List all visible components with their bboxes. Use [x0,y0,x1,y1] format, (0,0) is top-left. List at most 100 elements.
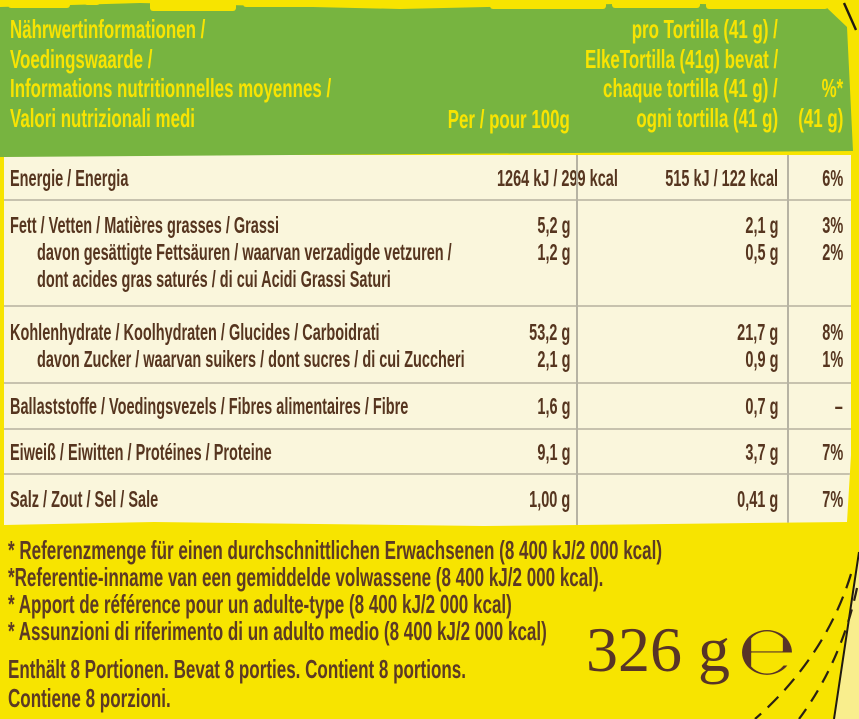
nutrient-label-line-text: Energie / Energia [10,165,129,191]
nutrient-label-line-text: davon Zucker / waarvan suikers / dont su… [37,346,465,372]
per-100g-value: 1,00 g [426,486,570,513]
nutrient-label-line: Salz / Zout / Sel / Sale [10,486,426,513]
nutrition-title-line: Nährwertinformationen / [10,14,504,45]
per-tortilla-header-line: ElkeTortilla (41g) bevat / [481,44,778,75]
footnote-line-text: * Assunzioni di riferimento di un adulto… [8,616,547,646]
footnote-line: * Referenzmenge für einen durchschnittli… [8,537,859,564]
per-tortilla-header-line: ogni tortilla (41 g) [481,103,778,134]
table-row: Kohlenhydrate / Koolhydraten / Glucides … [4,305,851,382]
table-row: Eiweiß / Eiwitten / Protéines / Proteine… [4,428,851,473]
nutrition-title-line: Informations nutritionnelles moyennes / [10,73,504,104]
per-tortilla-value-cell: 21,7 g 0,9 g [576,319,787,382]
nutrient-label-line-text: dont acides gras saturés / di cui Acidi … [37,266,391,292]
nutrient-label-line: Energie / Energia [10,165,426,192]
table-row: Energie / Energia 1264 kJ / 299 kcal 515 k… [4,157,851,199]
per-tortilla-value: 0,5 g [576,239,778,266]
footnote-line: * Apport de référence pour un adulte-typ… [8,591,859,618]
per-100g-value-cell: 9,1 g [426,439,576,473]
per-100g-value-text: 53,2 g [528,319,570,345]
nutrition-title-line-text: Valori nutrizionali medi [10,102,195,133]
percent-ri-value-cell: 7% [787,486,851,526]
footnote-line: * Assunzioni di riferimento di un adulto… [8,618,859,645]
table-row: Fett / Vetten / Matières grasses / Grass… [4,199,851,305]
per-tortilla-header-line: pro Tortilla (41 g) / [481,14,778,45]
servings-line-text: Contiene 8 porzioni. [8,682,171,713]
nutrient-label-cell: Kohlenhydrate / Koolhydraten / Glucides … [4,319,465,382]
nutrition-header-banner: Nährwertinformationen / Voedingswaarde / I… [0,3,853,157]
percent-ri-value-text: 6% [822,165,843,191]
net-weight: 326 g ℮ [586,614,796,686]
per-100g-value-text: 1,2 g [536,239,570,265]
per-tortilla-value-text: 21,7 g [736,319,778,345]
percent-ri-value-text: – [834,393,843,419]
percent-ri-value-cell: – [787,393,851,428]
nutrient-label-cell: Eiweiß / Eiwitten / Protéines / Proteine [4,439,426,473]
nutrition-title-line-text: Informations nutritionnelles moyennes / [10,73,332,103]
percent-ri-column-header: %* (41 g) [774,73,843,133]
per-tortilla-value-text: 2,1 g [744,212,778,238]
table-row: Ballaststoffe / Voedingsvezels / Fibres … [4,382,851,428]
percent-ri-value: 1% [787,346,843,373]
net-weight-value: 326 g [586,614,730,685]
nutrient-label-line-text: Eiweiß / Eiwitten / Protéines / Proteine [10,439,272,465]
reference-intake-footnotes: * Referenzmenge für einen durchschnittli… [8,537,859,645]
per-100g-value-text: 2,1 g [536,346,570,372]
estimated-sign-icon: ℮ [738,612,797,691]
per-100g-value-cell: 5,2 g 1,2 g [426,212,576,305]
percent-ri-value-text: 2% [822,239,843,265]
per-100g-value: 1264 kJ / 299 kcal [426,165,618,192]
per-tortilla-header-line-text: chaque tortilla (41 g) / [603,73,778,103]
nutrient-label-line-text: Salz / Zout / Sel / Sale [10,486,159,512]
nutrient-label-cell: Fett / Vetten / Matières grasses / Grass… [4,212,452,305]
column-divider [576,155,578,526]
footnote-line-text: * Referenzmenge für einen durchschnittli… [8,535,663,565]
nutrition-title-line-text: Voedingswaarde / [10,43,153,74]
nutrient-label-line-text: Kohlenhydrate / Koolhydraten / Glucides … [10,319,380,345]
per-100g-value: 53,2 g [426,319,570,346]
percent-ri-value-cell: 6% [787,165,851,199]
per-tortilla-value-text: 0,41 g [736,486,778,512]
percent-ri-value-cell: 8% 1% [787,319,851,382]
nutrition-title-line: Valori nutrizionali medi [10,102,504,134]
per-100g-value-cell: 1,6 g [426,393,576,428]
per-100g-value-text: 1264 kJ / 299 kcal [496,165,618,191]
corner-fold-line [833,551,859,719]
nutrient-label-line: Fett / Vetten / Matières grasses / Grass… [10,212,426,239]
nutrient-label-line: Ballaststoffe / Voedingsvezels / Fibres … [10,393,426,420]
per-tortilla-value: 3,7 g [576,439,778,466]
torn-print-fragment [8,0,70,8]
nutrition-title-line-text: Nährwertinformationen / [10,14,206,44]
percent-header-line-text: %* [821,73,843,103]
per-tortilla-value-cell: 2,1 g 0,5 g [576,212,787,305]
nutrient-label-cell: Ballaststoffe / Voedingsvezels / Fibres … [4,393,426,428]
per-tortilla-value-text: 3,7 g [744,439,778,465]
percent-ri-value-cell: 7% [787,439,851,473]
per-100g-value-text: 5,2 g [536,212,570,238]
per-100g-label: Per / pour 100g [447,103,570,134]
nutrient-label-cell: Energie / Energia [4,165,426,199]
torn-print-fragment [150,0,236,11]
per-100g-value-text: 1,00 g [528,486,570,512]
servings-line-text: Enthält 8 Portionen. Bevat 8 porties. Co… [8,654,466,684]
per-100g-value-cell: 1264 kJ / 299 kcal [426,165,618,199]
nutrition-table: Energie / Energia 1264 kJ / 299 kcal 515 k… [4,155,851,526]
per-tortilla-value-cell: 515 kJ / 122 kcal [576,165,787,199]
servings-line: Enthält 8 Portionen. Bevat 8 porties. Co… [8,655,707,684]
percent-ri-value-text: 8% [822,319,843,345]
percent-ri-value-text: 1% [822,346,843,372]
percent-ri-value: 7% [787,439,843,466]
nutrient-label-line-text: davon gesättigte Fettsäuren / waarvan ve… [37,239,452,265]
footnote-line-text: *Referentie-inname van een gemiddelde vo… [8,562,604,592]
per-tortilla-column-header: pro Tortilla (41 g) / ElkeTortilla (41g) … [481,14,778,134]
nutrition-table-rows: Energie / Energia 1264 kJ / 299 kcal 515 k… [4,157,851,526]
per-tortilla-value-cell: 3,7 g [576,439,787,473]
per-tortilla-value-text: 0,7 g [744,393,778,419]
nutrient-label-line: Kohlenhydrate / Koolhydraten / Glucides … [10,319,426,346]
per-tortilla-value: 0,41 g [576,486,778,513]
nutrition-title-line: Voedingswaarde / [10,43,504,75]
percent-ri-value: 8% [787,319,843,346]
per-100g-value: 5,2 g [426,212,570,239]
per-tortilla-header-line: chaque tortilla (41 g) / [481,73,778,104]
percent-ri-value-text: 3% [822,212,843,238]
